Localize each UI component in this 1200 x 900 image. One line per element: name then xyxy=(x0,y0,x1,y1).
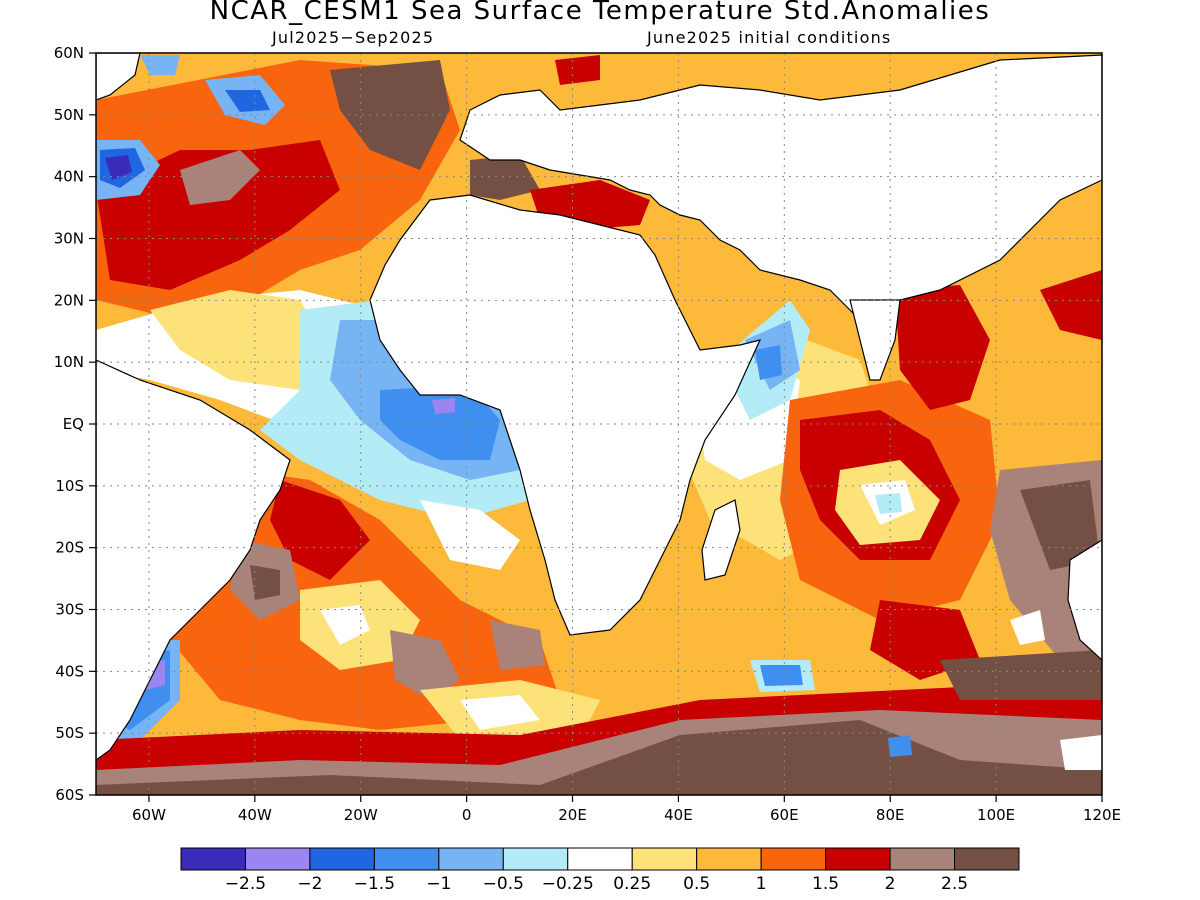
legend-label: −0.5 xyxy=(483,874,524,894)
anomaly-blob xyxy=(1060,735,1102,770)
legend-swatch xyxy=(760,847,827,871)
anomaly-blob xyxy=(225,90,270,112)
legend-label: −0.25 xyxy=(542,874,594,894)
lon-tick-label: 20W xyxy=(344,806,378,824)
anomaly-blob xyxy=(888,735,912,757)
anomaly-blob xyxy=(96,720,1102,795)
anomaly-blob xyxy=(250,565,280,600)
chart-title: NCAR_CESM1 Sea Surface Temperature Std.A… xyxy=(209,0,991,26)
legend-swatch xyxy=(438,847,504,871)
lat-tick-label: 50S xyxy=(55,724,84,742)
anomaly-blob xyxy=(555,55,600,85)
lon-tick-label: 20E xyxy=(558,806,587,824)
anomaly-blob xyxy=(1010,610,1045,645)
anomaly-blob xyxy=(180,150,260,205)
latitude-labels: 60N 50N 40N 30N 20N 10N EQ 10S 20S 30S 40S 50S 60S xyxy=(54,44,96,804)
legend-swatch xyxy=(180,847,246,871)
land-greenland xyxy=(96,53,141,101)
legend-label: 2 xyxy=(885,874,896,894)
lon-tick-label: 40E xyxy=(664,806,693,824)
lat-tick-label: 10S xyxy=(55,477,84,495)
anomaly-blob xyxy=(420,500,520,570)
land-south-america xyxy=(96,359,291,761)
lat-tick-label: 10N xyxy=(54,353,84,371)
anomaly-blob xyxy=(150,290,330,390)
lon-tick-label: 80E xyxy=(876,806,905,824)
lon-tick-label: 60W xyxy=(132,806,166,824)
color-legend: −2.5 −2 −1.5 −1 −0.5 −0.25 0.25 0.5 1 1.5 2 2.5 xyxy=(180,847,1020,894)
legend-label: 1 xyxy=(756,874,767,894)
legend-label: −1 xyxy=(426,874,451,894)
lat-tick-label: 60N xyxy=(54,44,84,62)
legend-swatch xyxy=(373,847,440,871)
anomaly-blob xyxy=(140,55,180,75)
anomaly-blob xyxy=(760,665,803,686)
legend-swatch xyxy=(244,847,311,871)
legend-swatch xyxy=(502,847,569,871)
anomaly-blob xyxy=(1020,480,1100,570)
lon-tick-label: 40W xyxy=(238,806,272,824)
land-india xyxy=(849,299,901,381)
legend-swatch xyxy=(696,847,762,871)
legend-swatch xyxy=(567,847,633,871)
anomaly-blob xyxy=(105,155,132,180)
map-field xyxy=(96,53,1102,795)
lon-tick-label: 120E xyxy=(1083,806,1121,824)
anomaly-blob xyxy=(940,650,1102,700)
lat-tick-label: EQ xyxy=(63,415,84,433)
lon-tick-label: 0 xyxy=(462,806,472,824)
legend-label: 2.5 xyxy=(941,874,968,894)
forecast-period: Jul2025−Sep2025 xyxy=(272,28,435,47)
lat-tick-label: 30S xyxy=(55,601,84,619)
lat-tick-label: 20S xyxy=(55,539,84,557)
anomaly-blob xyxy=(320,605,370,645)
lat-tick-label: 20N xyxy=(54,291,84,309)
anomaly-blob xyxy=(1040,270,1102,340)
anomaly-blob xyxy=(470,155,540,200)
lat-tick-label: 40S xyxy=(55,662,84,680)
anomaly-blob xyxy=(432,398,455,414)
legend-swatch xyxy=(631,847,698,871)
legend-label: −2 xyxy=(297,874,322,894)
lat-tick-label: 50N xyxy=(54,106,84,124)
lat-tick-label: 60S xyxy=(55,786,84,804)
anomaly-blob xyxy=(270,480,370,580)
lon-tick-label: 100E xyxy=(977,806,1015,824)
anomaly-blob xyxy=(490,620,545,670)
land-madagascar xyxy=(701,499,741,581)
legend-swatch xyxy=(825,847,891,871)
anomaly-blob xyxy=(875,493,902,514)
legend-label: −1.5 xyxy=(354,874,395,894)
land-africa xyxy=(369,194,762,636)
anomaly-blob xyxy=(380,385,500,460)
legend-label: −2.5 xyxy=(225,874,266,894)
anomaly-blob xyxy=(96,140,340,290)
gridlines xyxy=(96,53,1102,795)
lat-tick-label: 40N xyxy=(54,168,84,186)
anomaly-blob xyxy=(460,695,540,730)
longitude-labels: 60W 40W 20W 0 20E 40E 60E 80E 100E 120E xyxy=(132,795,1121,824)
lon-tick-label: 60E xyxy=(770,806,799,824)
initial-conditions: June2025 initial conditions xyxy=(647,28,892,47)
legend-swatch xyxy=(954,847,1020,871)
legend-label: 1.5 xyxy=(812,874,839,894)
anomaly-blob xyxy=(390,630,460,700)
legend-label: 0.5 xyxy=(683,874,710,894)
anomaly-blob xyxy=(895,285,990,410)
lat-tick-label: 30N xyxy=(54,230,84,248)
legend-swatch xyxy=(889,847,956,871)
legend-label: 0.25 xyxy=(613,874,651,894)
land-australia xyxy=(1067,539,1102,661)
legend-swatch xyxy=(309,847,375,871)
